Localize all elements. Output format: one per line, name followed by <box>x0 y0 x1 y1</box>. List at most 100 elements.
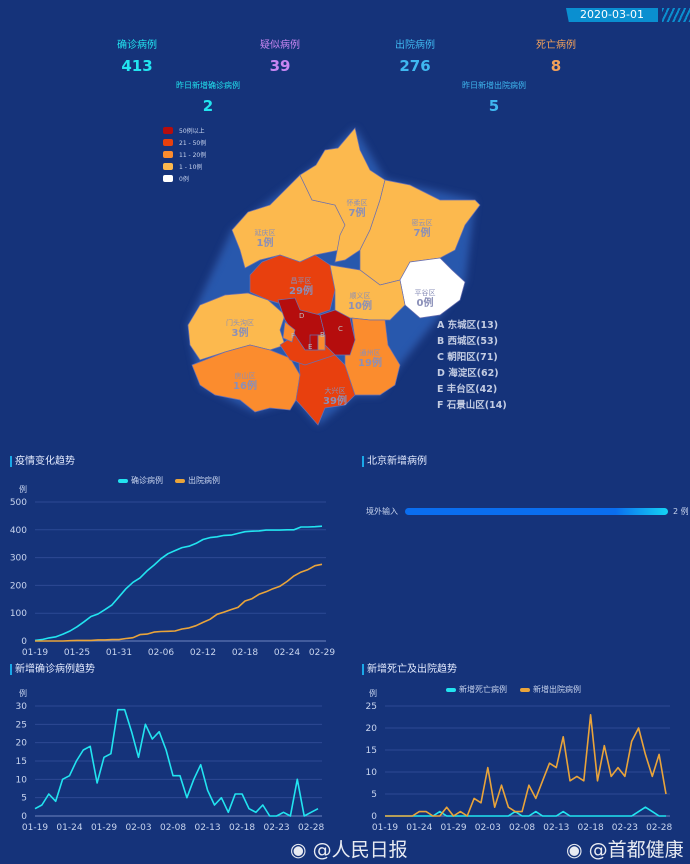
chart-3: 0 5 10 15 20 25 例 01-19 01-24 01-29 02-03 02-08 02-1… <box>366 688 673 833</box>
district-letter: B <box>320 331 325 339</box>
x-tick-label: 02-12 <box>190 648 216 658</box>
x-tick-label: 01-29 <box>91 823 117 833</box>
y-tick-label: 5 <box>371 790 377 800</box>
district-name: 昌平区 <box>291 277 312 285</box>
legend-label: 新增出院病例 <box>533 684 581 694</box>
section-title-trend: 疫情变化趋势 <box>10 456 75 467</box>
x-tick-label: 02-18 <box>578 823 604 833</box>
y-tick-label: 200 <box>10 581 27 591</box>
legend-swatch <box>175 479 185 483</box>
district-letter: C <box>338 325 343 333</box>
legend-label: 出院病例 <box>188 475 220 485</box>
district-changping[interactable] <box>249 254 336 316</box>
x-tick-label: 02-29 <box>309 648 335 658</box>
district-dongcheng[interactable] <box>317 334 326 351</box>
y-tick-label: 500 <box>10 498 27 508</box>
district-name: 通州区 <box>360 348 381 357</box>
chart-legend: 新增死亡病例 新增出院病例 <box>446 684 581 694</box>
legend-item: 21 - 50例 <box>163 136 206 148</box>
section-title-new: 北京新增病例 <box>362 456 427 467</box>
district-count: 3例 <box>232 326 249 339</box>
x-tick-label: 01-19 <box>22 823 48 833</box>
district-list-item: B 西城区(53) <box>437 336 498 347</box>
x-tick-label: 02-23 <box>612 823 638 833</box>
weibo-icon: ◉ <box>290 839 307 861</box>
y-tick-label: 400 <box>10 526 27 536</box>
stat-2: 出院病例 276 <box>395 40 435 75</box>
y-axis-label: 例 <box>369 688 377 698</box>
x-tick-label: 02-03 <box>125 823 151 833</box>
series-line-1 <box>35 563 323 642</box>
y-tick-label: 100 <box>10 609 27 619</box>
district-count: 16例 <box>233 379 257 392</box>
chart-2: 0 5 10 15 20 25 30 例 01-19 01-24 01-29 02-03 02-08 02… <box>16 688 325 833</box>
legend-item: 1 - 10例 <box>163 160 206 172</box>
series-line-0 <box>34 708 319 817</box>
district-list-item: C 朝阳区(71) <box>437 352 498 363</box>
stat2-1: 昨日新增出院病例 5 <box>462 81 526 115</box>
district-letter: F <box>291 332 295 340</box>
district-list: A 东城区(13) B 西城区(53) C 朝阳区(71) D 海淀区(62) E 丰台… <box>437 318 507 414</box>
district-name: 门头沟区 <box>226 318 254 327</box>
bar-chart: 境外输入 2 例 <box>366 506 689 516</box>
legend-label: 新增死亡病例 <box>459 684 507 694</box>
district-name: 顺义区 <box>350 292 371 300</box>
decorative-stripes <box>662 8 690 22</box>
district-mentougou[interactable] <box>187 292 286 361</box>
x-tick-label: 02-03 <box>475 823 501 833</box>
series-line-0 <box>34 525 323 642</box>
y-tick-label: 30 <box>16 702 28 712</box>
date-badge: 2020-03-01 <box>566 8 658 22</box>
y-tick-label: 0 <box>21 637 27 647</box>
y-tick-label: 0 <box>371 812 377 822</box>
x-tick-label: 01-19 <box>22 648 48 658</box>
district-fangshan[interactable] <box>191 344 301 413</box>
y-tick-label: 15 <box>16 757 27 767</box>
weibo-icon: ◉ <box>566 839 583 861</box>
x-tick-label: 02-13 <box>194 823 220 833</box>
chart-legend: 确诊病例 出院病例 <box>118 475 220 485</box>
x-tick-label: 02-13 <box>543 823 569 833</box>
district-shijingshan[interactable] <box>282 321 296 343</box>
legend-item: 11 - 20例 <box>163 148 206 160</box>
district-name: 平谷区 <box>415 288 436 297</box>
district-list-item: F 石景山区(14) <box>437 400 507 411</box>
x-tick-label: 02-08 <box>509 823 535 833</box>
district-count: 19例 <box>358 356 382 369</box>
district-shunyi[interactable] <box>329 264 406 321</box>
y-tick-label: 0 <box>21 812 27 822</box>
y-axis-label: 例 <box>19 484 27 494</box>
stat-0: 确诊病例 413 <box>117 40 157 75</box>
x-tick-label: 02-28 <box>298 823 324 833</box>
district-count: 0例 <box>417 296 434 309</box>
series-line-1 <box>385 714 667 817</box>
y-tick-label: 25 <box>366 702 377 712</box>
district-list-item: D 海淀区(62) <box>437 368 499 379</box>
x-tick-label: 01-25 <box>64 648 90 658</box>
section-title-death-discharge: 新增死亡及出院趋势 <box>362 664 457 675</box>
y-tick-label: 5 <box>21 794 27 804</box>
stat2-0: 昨日新增确诊病例 2 <box>176 81 240 115</box>
x-tick-label: 01-31 <box>106 648 132 658</box>
legend-item: 50例以上 <box>163 124 206 136</box>
legend-swatch <box>118 479 128 483</box>
legend-swatch <box>446 688 456 692</box>
district-count: 1例 <box>257 236 274 249</box>
district-list-item: E 丰台区(42) <box>437 384 498 395</box>
bar-value-label: 2 例 <box>673 506 689 516</box>
legend-swatch <box>520 688 530 692</box>
district-count: 7例 <box>414 226 431 239</box>
bar <box>405 508 668 515</box>
district-name: 怀柔区 <box>347 198 368 207</box>
x-tick-label: 02-23 <box>264 823 290 833</box>
stat-1: 疑似病例 39 <box>260 40 300 75</box>
district-letter: D <box>299 312 304 320</box>
district-count: 10例 <box>348 299 372 312</box>
district-fengtai[interactable] <box>279 334 336 366</box>
district-list-item: A 东城区(13) <box>437 320 499 331</box>
y-tick-label: 10 <box>366 768 378 778</box>
district-name: 延庆区 <box>255 228 276 237</box>
legend-label: 确诊病例 <box>131 475 163 485</box>
